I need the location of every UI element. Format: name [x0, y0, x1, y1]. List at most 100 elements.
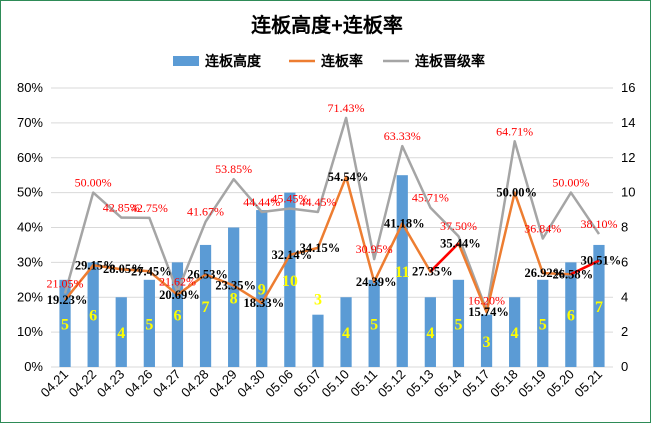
- rate-label: 41.18%: [384, 216, 425, 230]
- x-tick-label: 05.17: [459, 367, 493, 401]
- rate-label: 15.74%: [468, 305, 509, 319]
- bar-label: 5: [539, 316, 547, 333]
- promotion-rate-label: 45.71%: [412, 191, 449, 205]
- bar-05.20: [565, 262, 577, 367]
- promotion-rate-label: 30.95%: [356, 242, 393, 256]
- bar-label: 6: [173, 308, 181, 325]
- right-tick-label: 4: [621, 289, 628, 304]
- bar-04.22: [87, 262, 99, 367]
- x-tick-label: 05.13: [403, 367, 437, 401]
- rate-label: 32.14%: [272, 248, 313, 262]
- bar-label: 4: [426, 325, 434, 342]
- legend-label-promotion: 连板晋级率: [415, 53, 485, 69]
- rate-label: 26.92%: [524, 266, 565, 280]
- bar-label: 7: [595, 299, 603, 316]
- bar-label: 5: [61, 316, 69, 333]
- left-tick-label: 0%: [24, 359, 43, 374]
- bar-05.12: [396, 175, 408, 367]
- promotion-rate-label: 63.33%: [384, 129, 421, 143]
- bar-label: 10: [282, 273, 298, 290]
- promotion-rate-label: 44.44%: [243, 195, 280, 209]
- legend-label-rate: 连板率: [321, 53, 363, 69]
- rate-label: 30.51%: [581, 254, 622, 268]
- promotion-rate-label: 71.43%: [328, 101, 365, 115]
- right-tick-label: 10: [621, 185, 635, 200]
- promotion-rate-label: 44.45%: [299, 195, 336, 209]
- bar-05.10: [340, 297, 352, 367]
- legend: 连板高度 连板率 连板晋级率: [173, 53, 485, 69]
- chart-title: 连板高度+连板率: [251, 13, 403, 37]
- bar-04.30: [256, 210, 268, 367]
- bar-label: 6: [567, 308, 575, 325]
- right-tick-label: 2: [621, 324, 628, 339]
- x-tick-label: 04.26: [122, 367, 156, 401]
- promotion-rate-label: 42.85%: [103, 201, 140, 215]
- rate-label: 19.23%: [47, 293, 88, 307]
- bar-label: 7: [202, 299, 210, 316]
- bar-label: 5: [454, 316, 462, 333]
- bar-04.21: [59, 279, 71, 367]
- bar-label: 6: [89, 308, 97, 325]
- x-tick-label: 05.21: [571, 367, 605, 401]
- right-tick-label: 14: [621, 115, 635, 130]
- rate-label: 28.05%: [103, 262, 144, 276]
- rate-line: [64, 175, 600, 314]
- bar-label: 11: [395, 264, 410, 281]
- x-tick-label: 04.28: [178, 367, 212, 401]
- promotion-rate-label: 42.75%: [131, 201, 168, 215]
- bar-05.13: [424, 297, 436, 367]
- promotion-rate-label: 50.00%: [552, 176, 589, 190]
- bar-label: 8: [230, 290, 238, 307]
- x-tick-label: 04.23: [94, 367, 128, 401]
- bar-label: 4: [117, 325, 125, 342]
- rate-labels: 19.23% 29.15%28.05%27.45% 20.69% 26.53%23.3…: [47, 170, 622, 319]
- promotion-rate-label: 53.85%: [215, 162, 252, 176]
- promotion-rate-label: 21.05%: [47, 277, 84, 291]
- promotion-rate-labels: 21.05% 50.00% 42.85%42.75% 21.62% 41.67% 53.8…: [47, 101, 618, 308]
- right-tick-label: 12: [621, 150, 635, 165]
- legend-label-height: 连板高度: [205, 53, 262, 69]
- bar-label: 5: [370, 316, 378, 333]
- height-bars: [59, 175, 605, 367]
- bar-05.06: [284, 192, 296, 367]
- x-tick-label: 05.19: [515, 367, 549, 401]
- rate-label: 26.53%: [187, 267, 228, 281]
- promotion-rate-line: [63, 116, 601, 312]
- bar-04.27: [171, 262, 184, 367]
- left-tick-label: 80%: [17, 80, 43, 95]
- left-tick-label: 70%: [17, 115, 43, 130]
- line-series: [63, 116, 601, 314]
- x-tick-label: 04.22: [66, 367, 100, 401]
- x-tick-label: 05.06: [262, 367, 296, 401]
- rate-label: 35.44%: [440, 236, 481, 250]
- left-tick-label: 40%: [17, 220, 43, 235]
- bar-05.11: [368, 279, 380, 367]
- bar-04.28: [199, 244, 212, 367]
- x-axis-ticks: 04.2104.2204.2304.2604.2704.2804.2904.30…: [38, 367, 606, 401]
- bar-05.21: [593, 244, 605, 367]
- right-tick-label: 16: [621, 80, 635, 95]
- rate-label: 24.39%: [356, 275, 397, 289]
- right-tick-label: 8: [621, 220, 628, 235]
- promotion-rate-label: 21.62%: [159, 275, 196, 289]
- rate-label: 54.54%: [328, 170, 369, 184]
- x-tick-label: 05.18: [487, 367, 521, 401]
- bar-label: 4: [342, 325, 350, 342]
- rate-label: 34.15%: [300, 241, 341, 255]
- promotion-rate-label: 38.10%: [580, 217, 617, 231]
- bar-05.07: [312, 314, 324, 367]
- right-tick-label: 0: [621, 359, 628, 374]
- bar-label: 3: [483, 334, 491, 351]
- rate-label: 29.15%: [75, 258, 116, 272]
- promotion-rate-label: 16.20%: [468, 294, 505, 308]
- promotion-rate-label: 41.67%: [187, 205, 224, 219]
- bar-label: 9: [258, 282, 266, 299]
- promotion-rate-label: 36.84%: [524, 222, 561, 236]
- highlight-segment: [429, 242, 460, 273]
- right-axis-ticks: 0 2 4 6 8 10 12 14 16: [621, 80, 635, 374]
- highlight-segment: [570, 259, 600, 276]
- bar-label: 3: [314, 292, 322, 309]
- promotion-rate-label: 50.00%: [75, 176, 112, 190]
- rate-label: 50.00%: [496, 186, 537, 200]
- x-tick-label: 04.30: [234, 367, 268, 401]
